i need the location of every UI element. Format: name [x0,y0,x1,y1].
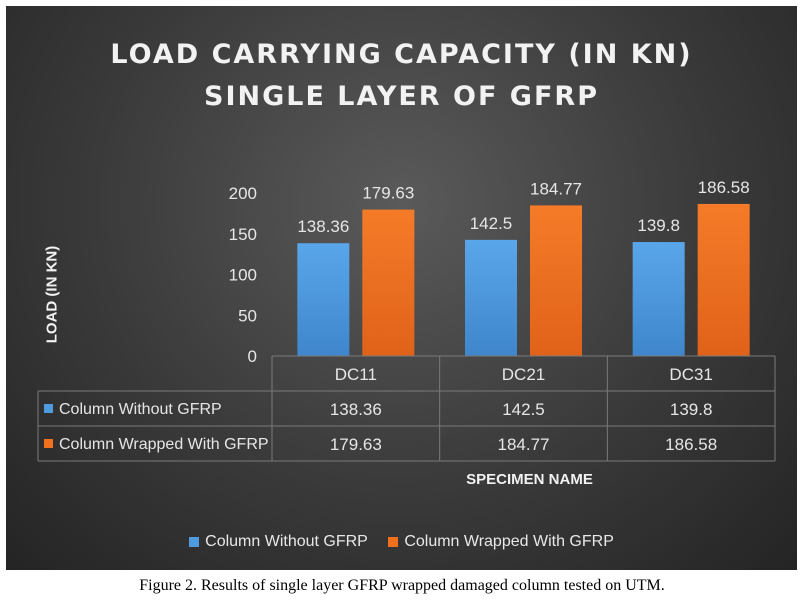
table-cell: 139.8 [670,400,713,419]
y-tick-label: 50 [238,306,257,325]
table-cell: 142.5 [502,400,545,419]
x-tick-label: DC31 [669,365,712,384]
table-row-label: Column Wrapped With GFRP [59,436,269,453]
table-cell: 179.63 [330,435,382,454]
legend-label-wrapped: Column Wrapped With GFRP [404,533,614,550]
data-label: 138.36 [297,217,349,236]
legend-label-without: Column Without GFRP [205,533,368,550]
x-tick-label: DC21 [502,365,545,384]
table-cell: 138.36 [330,400,382,419]
y-tick-label: 100 [229,266,257,285]
table-legend-swatch [44,404,53,413]
x-axis-label: SPECIMEN NAME [466,471,593,488]
data-label: 179.63 [362,184,414,203]
bar-dc11-series-0 [297,243,350,356]
legend-swatch-wrapped [388,536,399,547]
legend-item-without: Column Without GFRP [189,533,368,551]
figure-caption: Figure 2. Results of single layer GFRP w… [139,577,665,594]
x-tick-label: DC11 [335,365,377,384]
y-tick-label: 150 [229,225,257,244]
table-row-label: Column Without GFRP [59,401,222,418]
bar-dc11-series-1 [362,209,415,356]
chart-subtitle: SINGLE LAYER OF GFRP [204,81,599,112]
bar-dc21-series-1 [530,205,582,356]
bar-dc31-series-0 [632,242,685,356]
y-tick-label: 0 [248,347,257,366]
legend-item-wrapped: Column Wrapped With GFRP [388,533,614,551]
chart-title: LOAD CARRYING CAPACITY (IN KN) [110,39,693,70]
table-cell: 186.58 [665,435,717,454]
data-label: 184.77 [530,179,582,198]
table-legend-swatch [44,439,53,448]
bar-dc31-series-1 [697,203,750,356]
legend-swatch-without [189,536,200,547]
legend: Column Without GFRP Column Wrapped With … [6,533,797,551]
data-label: 139.8 [637,216,680,235]
data-label: 142.5 [470,214,513,233]
bar-dc21-series-0 [465,239,517,356]
table-cell: 184.77 [498,435,550,454]
data-label: 186.58 [698,178,750,197]
y-tick-label: 200 [229,184,257,203]
